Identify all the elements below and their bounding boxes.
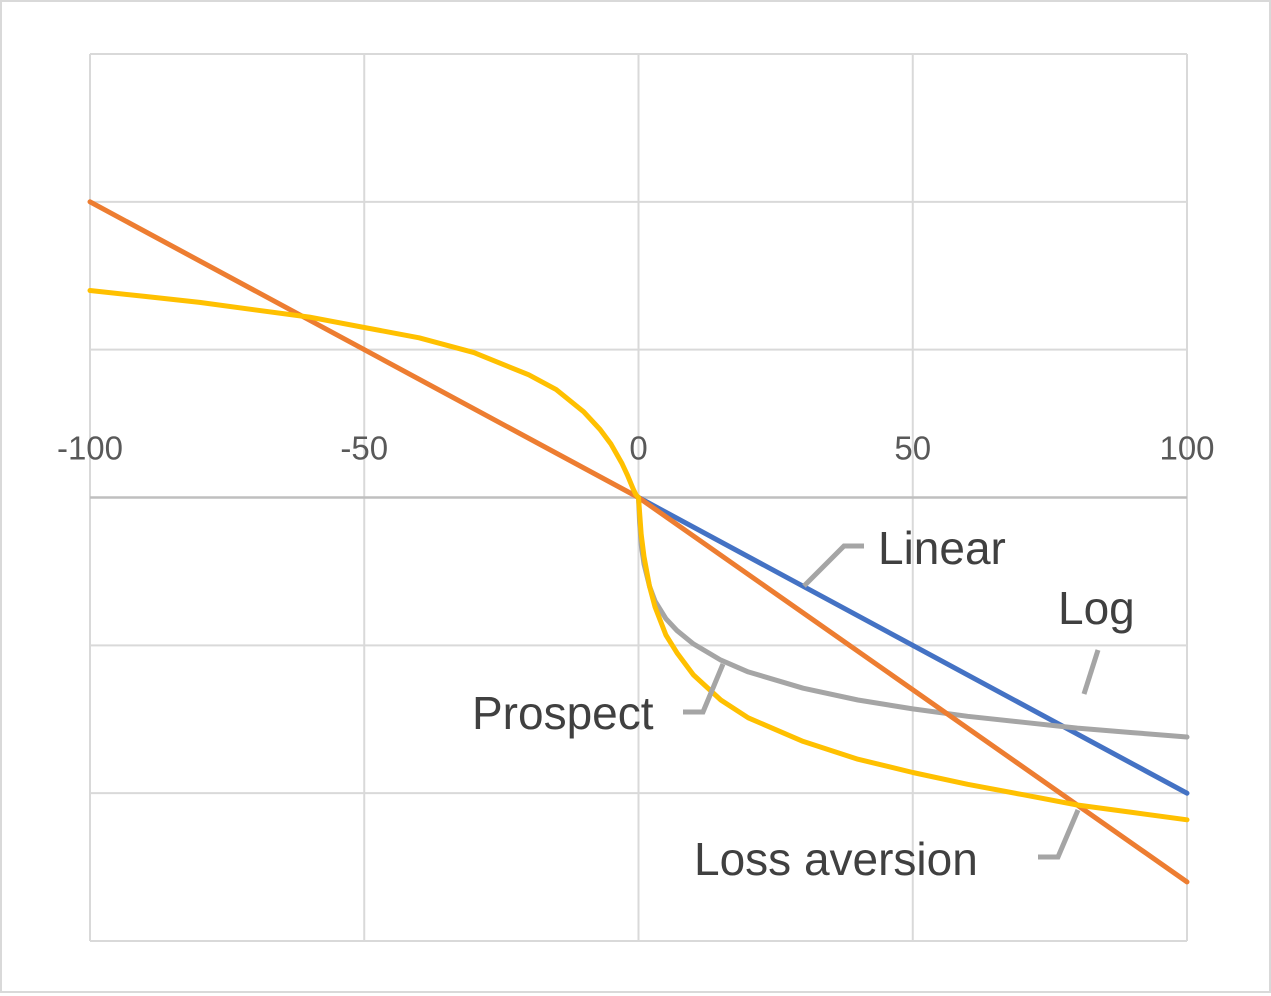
leader-linear: [802, 543, 864, 588]
x-tick-label: -100: [57, 430, 123, 467]
series-label-prospect: Prospect: [472, 687, 654, 739]
series-labels: Linear Log Prospect Loss aversion: [472, 522, 1135, 885]
x-tick-label: 100: [1159, 430, 1214, 467]
series-label-log: Log: [1058, 582, 1135, 634]
series-lines: [87, 199, 1190, 885]
x-tick-label: 0: [629, 430, 647, 467]
leader-prospect: [683, 663, 726, 715]
x-tick-labels: -100 -50 0 50 100: [57, 430, 1215, 467]
x-tick-label: -50: [340, 430, 388, 467]
series-label-loss-aversion: Loss aversion: [694, 833, 978, 885]
x-tick-label: 50: [894, 430, 931, 467]
leader-log: [1081, 649, 1101, 695]
series-line-linear: [636, 495, 1190, 796]
leader-loss-aversion: [1038, 809, 1081, 860]
label-leaders: [683, 543, 1101, 860]
series-line-prospect: [87, 288, 1190, 823]
series-label-linear: Linear: [878, 522, 1006, 574]
